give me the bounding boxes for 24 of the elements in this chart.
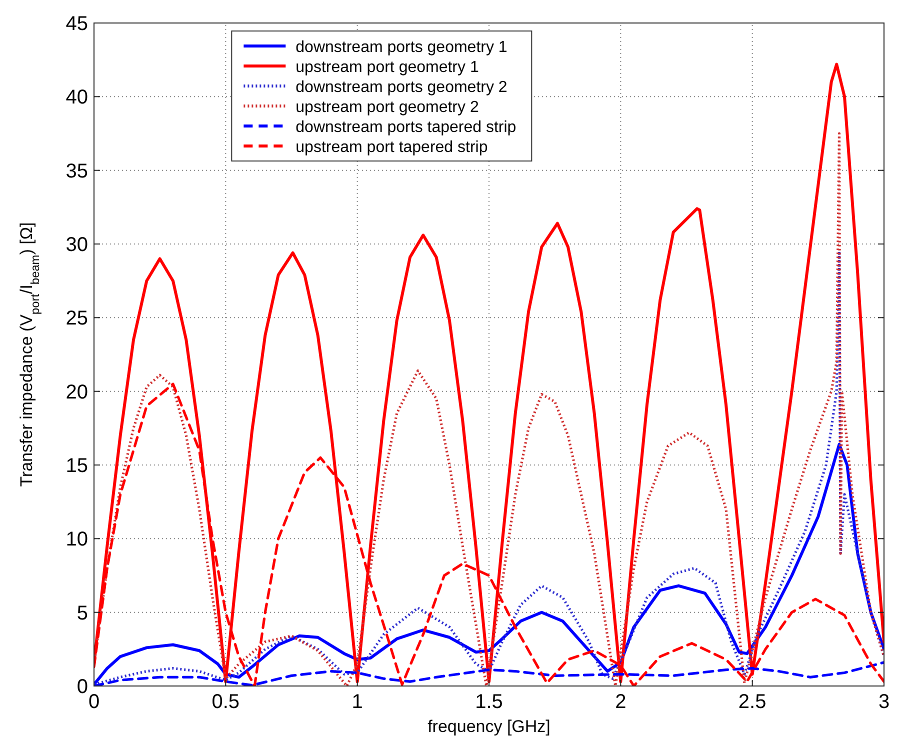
legend-label: downstream ports tapered strip [296,119,516,136]
x-tick-label: 2.5 [738,691,766,713]
y-tick-label: 35 [66,160,88,182]
legend-label: upstream port tapered strip [296,139,488,156]
y-tick-label: 15 [66,455,88,477]
x-tick-label: 1.5 [475,691,503,713]
line-series [94,250,884,686]
legend-label: downstream ports geometry 2 [296,79,508,96]
y-tick-label: 10 [66,528,88,551]
y-tick-label: 25 [66,308,88,330]
x-tick-label: 2 [615,691,626,713]
legend-label: upstream port geometry 2 [296,99,479,116]
x-tick-label: 3 [878,691,890,713]
y-tick-label: 20 [66,381,88,404]
legend-label: upstream port geometry 1 [296,59,479,76]
x-axis-title: frequency [GHz] [428,717,550,736]
legend-label: downstream ports geometry 1 [296,39,508,56]
x-tick-label: 1 [352,691,363,713]
y-tick-label: 40 [66,86,88,109]
y-tick-label: 30 [66,234,88,256]
x-tick-label: 0.5 [212,691,240,713]
y-tick-label: 0 [76,676,88,698]
y-tick-label: 45 [66,13,88,35]
y-tick-label: 5 [76,602,88,624]
